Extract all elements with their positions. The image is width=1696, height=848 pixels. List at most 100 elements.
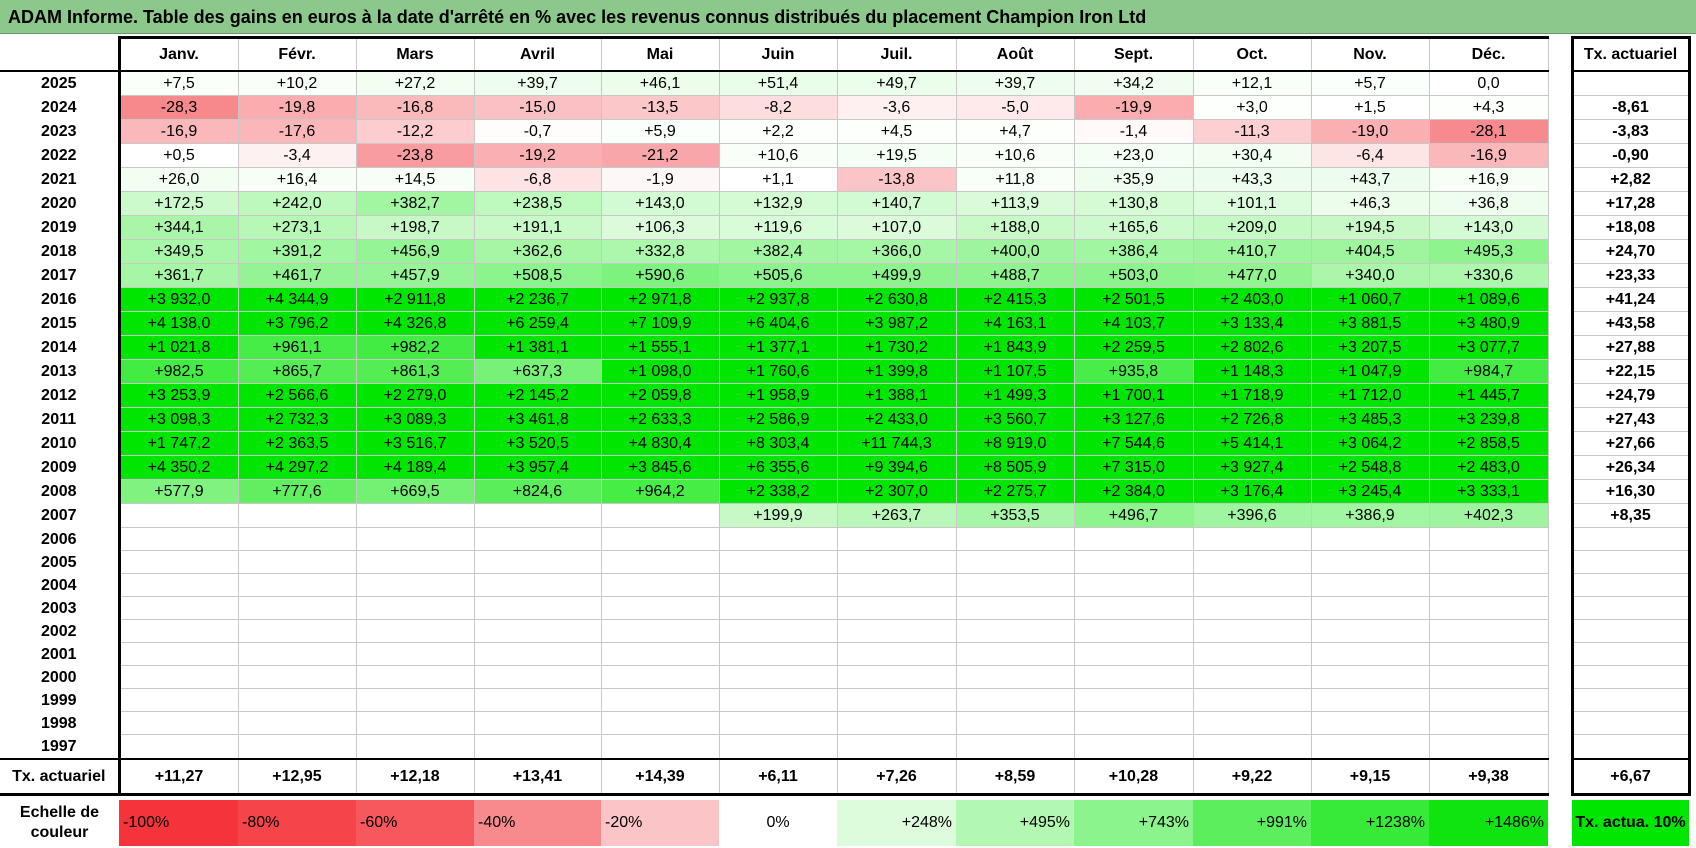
gain-cell: -12,2 (355, 119, 475, 144)
table-row: 2022 +0,5 -3,4 -23,8 -19,2 -21,2 +10,6 +19,5 +10… (0, 143, 1691, 168)
gain-cell: -13,8 (836, 167, 957, 192)
annual-rate-cell: -0,90 (1570, 143, 1691, 168)
year-label: 2011 (0, 407, 121, 432)
gain-cell: -3,6 (836, 95, 957, 120)
gain-cell: +3 333,1 (1428, 479, 1549, 504)
annual-rate-cell (1570, 711, 1691, 735)
column-gap (1548, 383, 1572, 408)
year-label: 2001 (0, 642, 121, 666)
gain-cell: +2 059,8 (600, 383, 720, 408)
gain-cell (1192, 596, 1312, 620)
gain-cell: +1 730,2 (836, 335, 957, 360)
table-row: 2019 +344,1 +273,1 +198,7 +191,1 +106,3 +119,6… (0, 215, 1691, 240)
annual-rate-cell (1570, 642, 1691, 666)
gain-cell: +3 516,7 (355, 431, 475, 456)
annual-rate-cell: +16,30 (1570, 479, 1691, 504)
gain-cell (836, 688, 957, 712)
gain-cell (955, 573, 1075, 597)
gain-cell: +964,2 (600, 479, 720, 504)
gain-cell (355, 573, 475, 597)
gain-cell: +2 307,0 (836, 479, 957, 504)
gain-cell (355, 688, 475, 712)
annual-rate-cell: +27,43 (1570, 407, 1691, 432)
gain-cell (118, 550, 239, 574)
gain-cell: +19,5 (836, 143, 957, 168)
gain-cell: +101,1 (1192, 191, 1312, 216)
gain-cell: +2 259,5 (1073, 335, 1194, 360)
gain-cell: +340,0 (1310, 263, 1430, 288)
gain-cell (473, 688, 602, 712)
gain-cell (1310, 711, 1430, 735)
gain-cell: -0,7 (473, 119, 602, 144)
gain-cell (473, 665, 602, 689)
year-label: 2022 (0, 143, 121, 168)
gain-cell: +4 830,4 (600, 431, 720, 456)
summary-label: Tx. actuariel (0, 757, 121, 796)
report-title: ADAM Informe. Table des gains en euros à… (0, 0, 1696, 34)
gain-cell: +2 275,7 (955, 479, 1075, 504)
table-row: 2005 (0, 550, 1691, 574)
gain-cell (1310, 688, 1430, 712)
gain-cell: +577,9 (118, 479, 239, 504)
table-row: 1999 (0, 688, 1691, 712)
year-label: 2012 (0, 383, 121, 408)
annual-rate-cell: +23,33 (1570, 263, 1691, 288)
gain-cell: +10,6 (955, 143, 1075, 168)
gain-cell (600, 619, 720, 643)
gain-cell: +6 259,4 (473, 311, 602, 336)
column-gap (1548, 335, 1572, 360)
gain-cell: -16,9 (118, 119, 239, 144)
gain-cell: +5,7 (1310, 70, 1430, 96)
summary-cell: +14,39 (600, 757, 720, 796)
gain-cell: +188,0 (955, 215, 1075, 240)
annual-rate-cell (1570, 619, 1691, 643)
gain-cell (600, 642, 720, 666)
gain-cell (355, 503, 475, 528)
gain-cell: +1 747,2 (118, 431, 239, 456)
gain-cell: +2,2 (718, 119, 838, 144)
gain-cell: +3 176,4 (1192, 479, 1312, 504)
gain-cell (118, 573, 239, 597)
annual-rate-cell: +27,66 (1570, 431, 1691, 456)
gain-cell: +10,2 (237, 70, 357, 96)
year-label: 2015 (0, 311, 121, 336)
gain-cell (1192, 550, 1312, 574)
color-scale-step: -100% (119, 800, 238, 846)
gain-cell: +4,3 (1428, 95, 1549, 120)
table-row: 2020 +172,5 +242,0 +382,7 +238,5 +143,0 +132,9… (0, 191, 1691, 216)
gain-cell: +1 148,3 (1192, 359, 1312, 384)
gain-cell (955, 619, 1075, 643)
gains-table: Janv. Févr. Mars Avril Mai Juin Juil. Août Sept.… (0, 36, 1691, 796)
gain-cell: +2 726,8 (1192, 407, 1312, 432)
gain-cell: +0,5 (118, 143, 239, 168)
gain-cell: -19,9 (1073, 95, 1194, 120)
gain-cell: +382,7 (355, 191, 475, 216)
gain-cell: +935,8 (1073, 359, 1194, 384)
color-scale-step: +743% (1074, 800, 1193, 846)
gain-cell (1310, 596, 1430, 620)
year-label: 2019 (0, 215, 121, 240)
gain-cell: +2 279,0 (355, 383, 475, 408)
gain-cell (473, 503, 602, 528)
column-gap (1548, 119, 1572, 144)
gain-cell (118, 596, 239, 620)
gain-cell: +23,0 (1073, 143, 1194, 168)
color-scale: Echelle de couleur -100% -80% -60% -40% -20%… (0, 800, 1689, 846)
year-label: 2017 (0, 263, 121, 288)
gain-cell (600, 688, 720, 712)
gain-cell: +3 957,4 (473, 455, 602, 480)
gain-cell (955, 734, 1075, 759)
gain-cell: +2 630,8 (836, 287, 957, 312)
gain-cell: +3 932,0 (118, 287, 239, 312)
gain-cell: +505,6 (718, 263, 838, 288)
gain-cell: +5,9 (600, 119, 720, 144)
gain-cell (955, 642, 1075, 666)
month-header: Févr. (237, 36, 357, 72)
gain-cell: +4 163,1 (955, 311, 1075, 336)
summary-cell: +6,11 (718, 757, 838, 796)
annual-rate-legend-box: Tx. actua. 10% (1572, 800, 1689, 846)
column-gap (1548, 215, 1572, 240)
gain-cell (473, 573, 602, 597)
gain-cell: +46,3 (1310, 191, 1430, 216)
gain-cell: +7,5 (118, 70, 239, 96)
